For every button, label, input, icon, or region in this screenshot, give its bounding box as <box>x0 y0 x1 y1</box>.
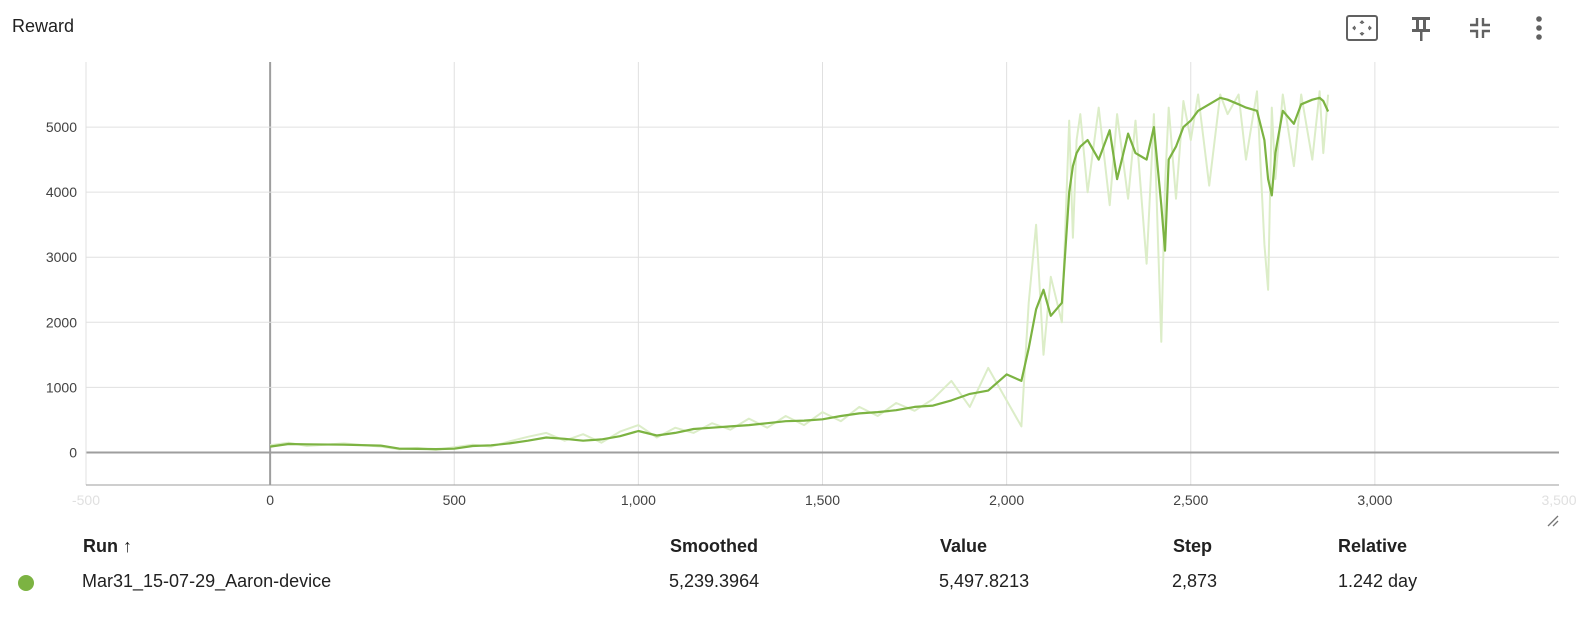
toolbar <box>1346 10 1589 46</box>
x-tick-label: 2,000 <box>989 492 1024 508</box>
table-cell-relative: 1.242 day <box>1338 571 1418 591</box>
collapse-icon[interactable] <box>1462 10 1498 46</box>
x-tick-label: 1,500 <box>805 492 840 508</box>
series-line-smoothed <box>269 96 1330 451</box>
pin-icon[interactable] <box>1403 10 1439 46</box>
table-cell-run: Mar31_15-07-29_Aaron-device <box>82 571 332 591</box>
x-tick-label: 500 <box>443 492 467 508</box>
y-tick-label: 4000 <box>46 184 77 200</box>
y-tick-label: 3000 <box>46 249 77 265</box>
fit-domain-icon[interactable] <box>1344 10 1380 46</box>
y-tick-label: 1000 <box>46 379 77 395</box>
x-tick-label: 3,000 <box>1357 492 1392 508</box>
resize-handle-icon[interactable] <box>1545 513 1559 527</box>
x-tick-label: 2,500 <box>1173 492 1208 508</box>
table-header-run[interactable]: Run ↑ <box>83 536 132 556</box>
y-tick-label: 2000 <box>46 314 77 330</box>
table-header-smoothed[interactable]: Smoothed <box>670 536 758 556</box>
table-header-step[interactable]: Step <box>1173 536 1213 556</box>
table-cell-value: 5,497.8213 <box>939 571 1030 591</box>
run-color-dot <box>18 575 34 591</box>
y-tick-label: 5000 <box>46 119 77 135</box>
x-tick-label: 1,000 <box>621 492 656 508</box>
x-tick-label: -500 <box>72 492 100 508</box>
x-tick-label: 3,500 <box>1541 492 1576 508</box>
table-cell-step: 2,873 <box>1172 571 1218 591</box>
card-title: Reward <box>12 16 75 36</box>
y-tick-label: 0 <box>69 444 77 460</box>
more-vert-icon[interactable] <box>1521 10 1557 46</box>
table-header-value[interactable]: Value <box>940 536 988 556</box>
x-tick-label: 0 <box>266 492 274 508</box>
y-tick-label: 6000 <box>46 54 77 70</box>
series-line-raw <box>269 90 1330 451</box>
table-cell-smoothed: 5,239.3964 <box>669 571 760 591</box>
table-header-relative[interactable]: Relative <box>1338 536 1408 556</box>
